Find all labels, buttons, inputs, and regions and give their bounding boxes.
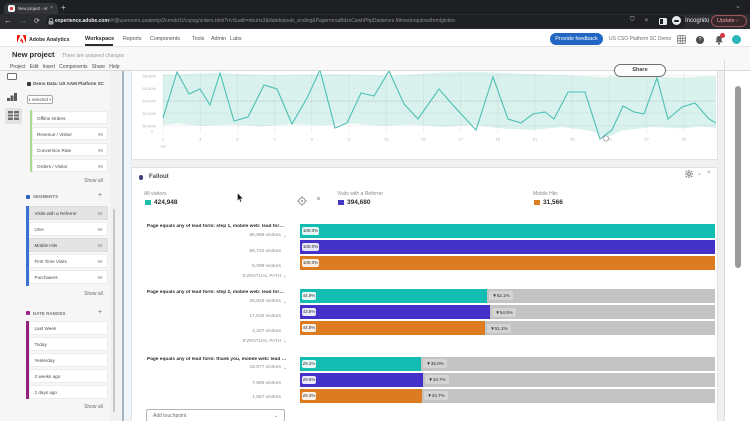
svg-text:52.00%: 52.00% <box>142 111 156 116</box>
svg-text:25: 25 <box>607 137 612 142</box>
svg-text:21: 21 <box>533 137 538 142</box>
svg-text:23: 23 <box>570 137 575 142</box>
svg-text:54.00%: 54.00% <box>142 99 156 104</box>
svg-text:27: 27 <box>644 137 649 142</box>
svg-text:0: 0 <box>151 130 153 134</box>
svg-text:Jul: Jul <box>160 144 165 149</box>
svg-text:11: 11 <box>347 137 352 142</box>
svg-text:1: 1 <box>162 137 165 142</box>
svg-text:9: 9 <box>311 137 314 142</box>
svg-text:15: 15 <box>421 137 426 142</box>
svg-text:17: 17 <box>458 137 463 142</box>
svg-text:5: 5 <box>236 137 239 142</box>
svg-text:7: 7 <box>273 137 276 142</box>
svg-text:58.00%: 58.00% <box>142 74 156 79</box>
svg-text:50.00%: 50.00% <box>142 124 156 129</box>
svg-text:19: 19 <box>496 137 501 142</box>
svg-text:56.00%: 56.00% <box>142 86 156 91</box>
svg-text:13: 13 <box>384 137 389 142</box>
svg-text:29: 29 <box>682 137 687 142</box>
svg-text:3: 3 <box>199 137 202 142</box>
